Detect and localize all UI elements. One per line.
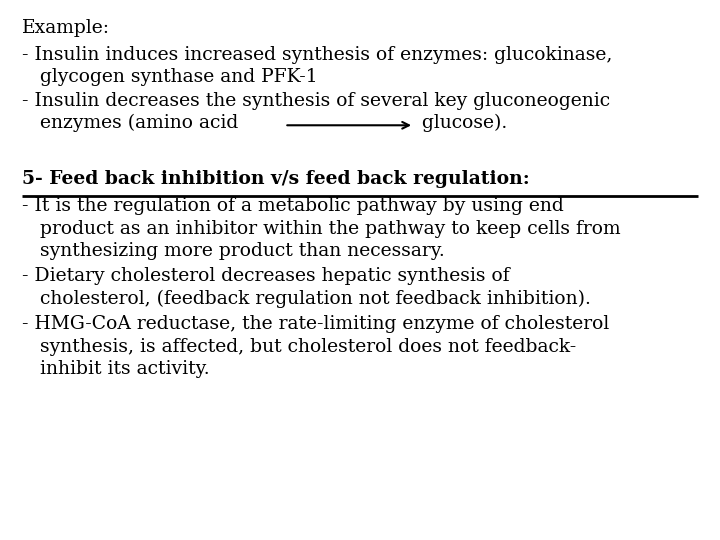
Text: 5- Feed back inhibition v/s feed back regulation:: 5- Feed back inhibition v/s feed back re… (22, 170, 529, 188)
Text: glycogen synthase and PFK-1: glycogen synthase and PFK-1 (40, 68, 318, 85)
Text: inhibit its activity.: inhibit its activity. (40, 360, 210, 378)
Text: product as an inhibitor within the pathway to keep cells from: product as an inhibitor within the pathw… (40, 220, 620, 238)
Text: glucose).: glucose). (416, 113, 508, 132)
Text: - Insulin decreases the synthesis of several key gluconeogenic: - Insulin decreases the synthesis of sev… (22, 92, 610, 110)
Text: - Dietary cholesterol decreases hepatic synthesis of: - Dietary cholesterol decreases hepatic … (22, 267, 509, 285)
Text: synthesizing more product than necessary.: synthesizing more product than necessary… (40, 242, 444, 260)
Text: - HMG-CoA reductase, the rate-limiting enzyme of cholesterol: - HMG-CoA reductase, the rate-limiting e… (22, 315, 609, 333)
Text: enzymes (amino acid: enzymes (amino acid (40, 113, 238, 132)
Text: - It is the regulation of a metabolic pathway by using end: - It is the regulation of a metabolic pa… (22, 197, 563, 215)
Text: Example:: Example: (22, 19, 109, 37)
Text: - Insulin induces increased synthesis of enzymes: glucokinase,: - Insulin induces increased synthesis of… (22, 46, 612, 64)
Text: cholesterol, (feedback regulation not feedback inhibition).: cholesterol, (feedback regulation not fe… (40, 290, 590, 308)
Text: synthesis, is affected, but cholesterol does not feedback-: synthesis, is affected, but cholesterol … (40, 338, 576, 355)
